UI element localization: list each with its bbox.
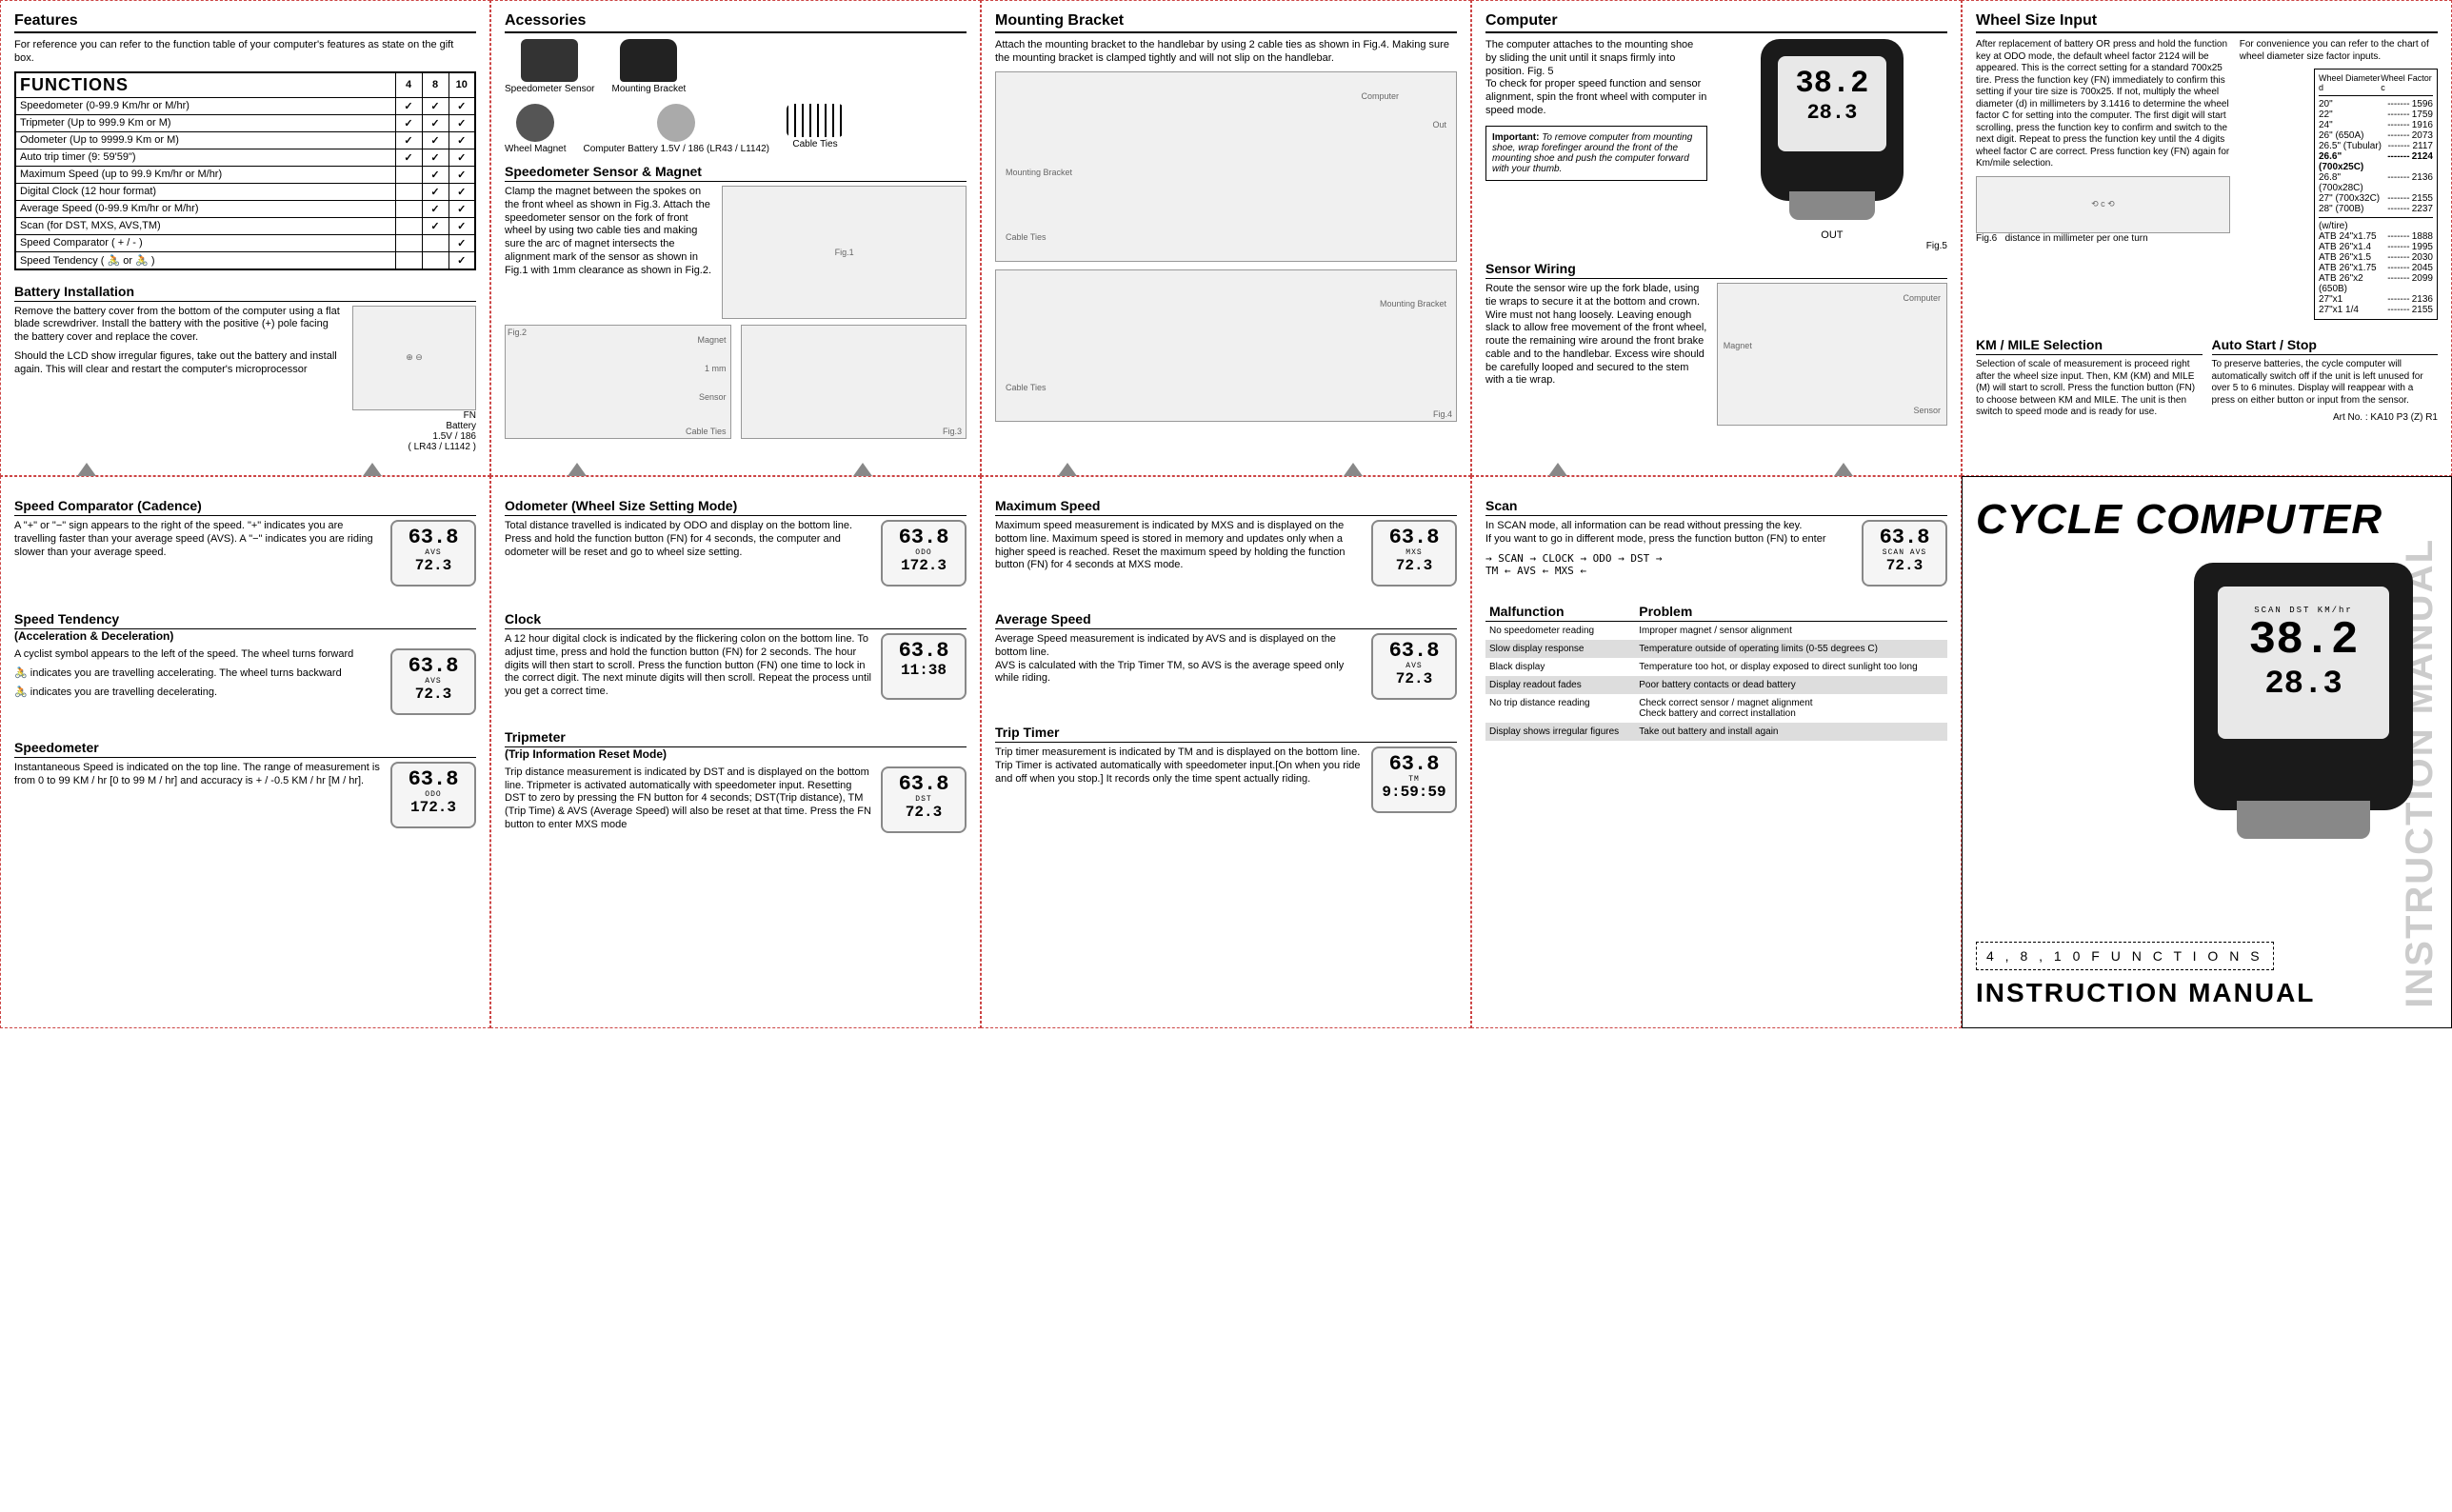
table-row: Auto trip timer (9: 59'59") [15,149,475,166]
func-title: FUNCTIONS [15,72,395,98]
panel-cover: CYCLE COMPUTER SCAN DST KM/hr 38.2 28.3 … [1962,476,2452,1028]
panel-mounting: Mounting Bracket Attach the mounting bra… [981,0,1471,476]
speed-comp-heading: Speed Comparator (Cadence) [14,498,476,516]
features-intro: For reference you can refer to the funct… [14,39,476,66]
km-mile-text: Selection of scale of measurement is pro… [1976,359,2203,419]
lcd-trip-timer: 63.8TM9:59:59 [1371,746,1457,813]
auto-start-heading: Auto Start / Stop [2212,337,2439,355]
wheel-size-p2: For convenience you can refer to the cha… [2240,39,2438,63]
lcd-avg-speed: 63.8AVS72.3 [1371,633,1457,700]
lcd-max-speed: 63.8MXS72.3 [1371,520,1457,587]
cover-sub: 4 , 8 , 1 0 F U N C T I O N S [1976,942,2274,970]
avg-speed-heading: Average Speed [995,611,1457,629]
battery-p2: Should the LCD show irregular figures, t… [14,350,343,377]
table-row: Tripmeter (Up to 999.9 Km or M) [15,114,475,131]
computer-device: 38.2 28.3 [1761,39,1904,201]
battery-diagram: ⊕ ⊖ [352,306,476,410]
magnet-icon [516,104,554,142]
lcd-speed-comp: 63.8AVS72.3 [390,520,476,587]
sensor-magnet-text: Clamp the magnet between the spokes on t… [505,186,712,277]
table-row: Display readout fadesPoor battery contac… [1485,676,1947,694]
battery-heading: Battery Installation [14,284,476,302]
table-row: No speedometer readingImproper magnet / … [1485,622,1947,641]
cover-title: CYCLE COMPUTER [1976,496,2438,544]
fig1-diagram: Fig.1 [722,186,967,319]
wheel-size-p1: After replacement of battery OR press an… [1976,39,2230,170]
table-row: Scan (for DST, MXS, AVS,TM) [15,217,475,234]
fig2-diagram: Fig.2 Magnet 1 mm Sensor Cable Ties [505,325,731,439]
lcd-odometer: 63.8ODO172.3 [881,520,967,587]
fn-label: FN [352,410,476,421]
malfunction-table: MalfunctionProblem No speedometer readin… [1485,602,1947,741]
table-row: No trip distance readingCheck correct se… [1485,694,1947,723]
mounting-diagram-bottom: Mounting Bracket Cable Ties Fig.4 [995,269,1457,422]
clock-heading: Clock [505,611,967,629]
table-row: Average Speed (0-99.9 Km/hr or M/hr) [15,200,475,217]
battery-label: Battery 1.5V / 186 ( LR43 / L1142 ) [352,421,476,452]
mounting-heading: Mounting Bracket [995,12,1457,33]
wheel-factor-table: Wheel Diameter dWheel Factor c 20"------… [2314,69,2438,320]
lcd-tripmeter: 63.8DST72.3 [881,766,967,833]
table-row: Speed Comparator ( + / - ) [15,234,475,251]
speedometer-heading: Speedometer [14,740,476,758]
fig3-diagram: Fig.3 [741,325,967,439]
mounting-diagram-top: Computer Out Mounting Bracket Cable Ties [995,71,1457,262]
computer-note: Important: To remove computer from mount… [1485,126,1707,181]
trip-timer-heading: Trip Timer [995,725,1457,743]
lcd-speedometer: 63.8ODO172.3 [390,762,476,828]
scan-heading: Scan [1485,498,1947,516]
sensor-icon [521,39,578,82]
panel-odometer: Odometer (Wheel Size Setting Mode) 63.8O… [490,476,981,1028]
manual-grid: Features For reference you can refer to … [0,0,2452,1028]
battery-p1: Remove the battery cover from the bottom… [14,306,343,345]
panel-wheel-size: Wheel Size Input After replacement of ba… [1962,0,2452,476]
auto-start-text: To preserve batteries, the cycle compute… [2212,359,2439,407]
features-heading: Features [14,12,476,33]
sensor-wiring-text: Route the sensor wire up the fork blade,… [1485,283,1707,388]
computer-heading: Computer [1485,12,1947,33]
table-row: Slow display responseTemperature outside… [1485,640,1947,658]
table-row: Black displayTemperature too hot, or dis… [1485,658,1947,676]
table-row: Maximum Speed (up to 99.9 Km/hr or M/hr) [15,166,475,183]
lcd-speed-tend: 63.8AVS72.3 [390,648,476,715]
battery-icon [657,104,695,142]
speed-tend-sub: (Acceleration & Deceleration) [14,629,476,645]
mounting-text: Attach the mounting bracket to the handl… [995,39,1457,66]
sensor-magnet-heading: Speedometer Sensor & Magnet [505,164,967,182]
wheel-size-heading: Wheel Size Input [1976,12,2438,33]
table-row: Digital Clock (12 hour format) [15,183,475,200]
max-speed-heading: Maximum Speed [995,498,1457,516]
accessories-heading: Acessories [505,12,967,33]
sensor-wiring-heading: Sensor Wiring [1485,261,1947,279]
ties-icon [787,104,844,137]
cover-manual: INSTRUCTION MANUAL [1976,978,2315,1008]
tripmeter-sub: (Trip Information Reset Mode) [505,747,967,763]
panel-scan: Scan 63.8SCAN AVS72.3 In SCAN mode, all … [1471,476,1962,1028]
lcd-clock: 63.811:38 [881,633,967,700]
bracket-icon [620,39,677,82]
tripmeter-heading: Tripmeter [505,729,967,747]
panel-computer: Computer The computer attaches to the mo… [1471,0,1962,476]
km-mile-heading: KM / MILE Selection [1976,337,2203,355]
functions-table: FUNCTIONS 4 8 10 Speedometer (0-99.9 Km/… [14,71,476,270]
table-row: Speed Tendency ( 🚴 or 🚴 ) [15,251,475,269]
odometer-heading: Odometer (Wheel Size Setting Mode) [505,498,967,516]
table-row: Display shows irregular figuresTake out … [1485,723,1947,741]
computer-text: The computer attaches to the mounting sh… [1485,39,1707,118]
lcd-scan: 63.8SCAN AVS72.3 [1862,520,1947,587]
panel-max-speed: Maximum Speed 63.8MXS72.3 Maximum speed … [981,476,1471,1028]
art-no: Art No. : KA10 P3 (Z) R1 [2212,412,2439,425]
table-row: Odometer (Up to 9999.9 Km or M) [15,131,475,149]
speed-tend-heading: Speed Tendency [14,611,476,629]
panel-speed-comp: Speed Comparator (Cadence) 63.8AVS72.3 A… [0,476,490,1028]
wheel-turn-diagram: ⟲ c ⟲ [1976,176,2230,233]
panel-accessories: Acessories Speedometer Sensor Mounting B… [490,0,981,476]
panel-features: Features For reference you can refer to … [0,0,490,476]
table-row: Speedometer (0-99.9 Km/hr or M/hr) [15,97,475,114]
sensor-wiring-diagram: Computer Magnet Sensor [1717,283,1947,426]
